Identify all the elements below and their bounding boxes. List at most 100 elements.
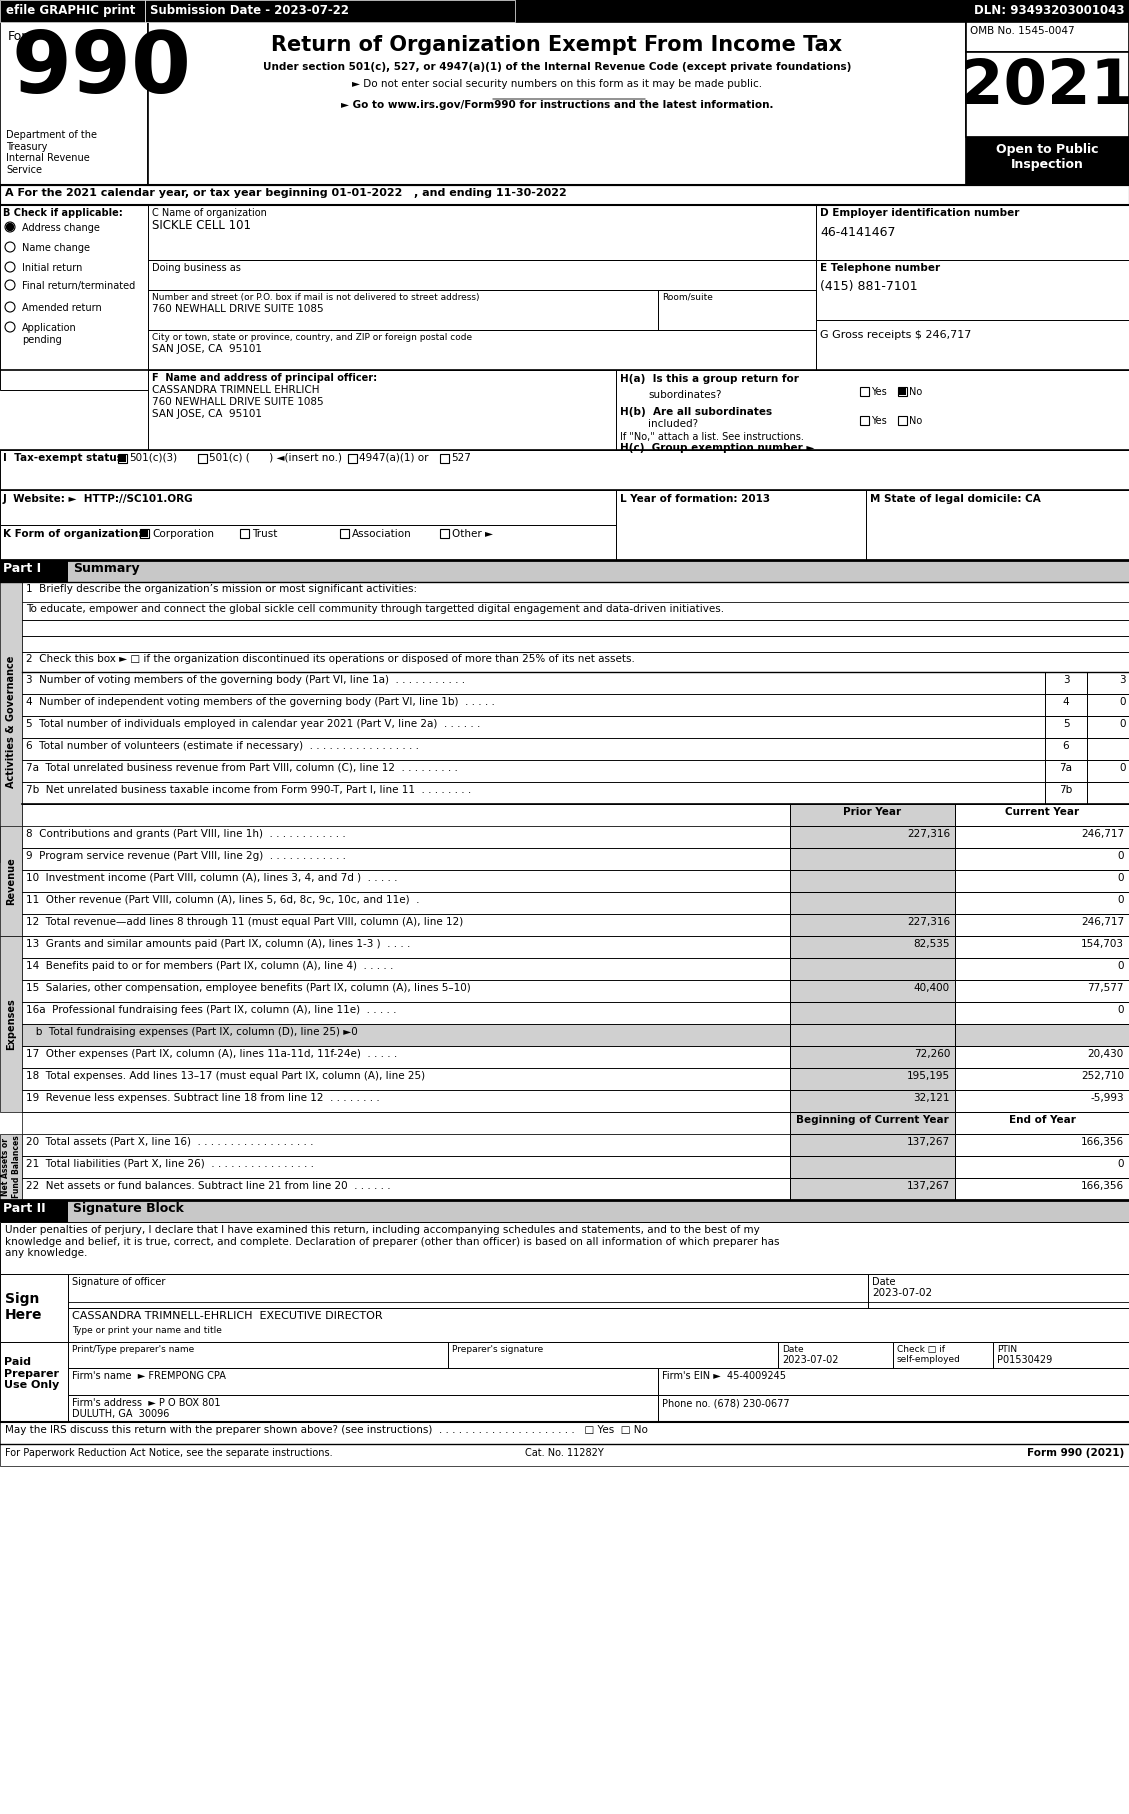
Bar bbox=[790, 1047, 955, 1068]
Text: G Gross receipts $ 246,717: G Gross receipts $ 246,717 bbox=[820, 330, 971, 339]
Text: 10  Investment income (Part VIII, column (A), lines 3, 4, and 7d )  . . . . .: 10 Investment income (Part VIII, column … bbox=[26, 873, 397, 883]
Text: 5  Total number of individuals employed in calendar year 2021 (Part V, line 2a) : 5 Total number of individuals employed i… bbox=[26, 718, 480, 729]
Text: CASSANDRA TRIMNELL EHRLICH: CASSANDRA TRIMNELL EHRLICH bbox=[152, 385, 320, 395]
Bar bbox=[790, 1023, 955, 1047]
Bar bbox=[1087, 782, 1129, 804]
Bar bbox=[68, 1395, 658, 1422]
Text: Under section 501(c), 527, or 4947(a)(1) of the Internal Revenue Code (except pr: Under section 501(c), 527, or 4947(a)(1)… bbox=[263, 62, 851, 73]
Text: Current Year: Current Year bbox=[1005, 807, 1079, 816]
Bar bbox=[955, 1177, 1129, 1201]
Bar bbox=[0, 1273, 68, 1342]
Bar bbox=[955, 1023, 1129, 1047]
Bar bbox=[0, 450, 1129, 490]
Bar bbox=[790, 1001, 955, 1023]
Bar bbox=[0, 1201, 68, 1223]
Text: Yes: Yes bbox=[870, 386, 886, 397]
Text: 14  Benefits paid to or for members (Part IX, column (A), line 4)  . . . . .: 14 Benefits paid to or for members (Part… bbox=[26, 961, 393, 970]
Text: 4: 4 bbox=[1062, 697, 1069, 707]
Bar bbox=[1045, 738, 1087, 760]
Bar bbox=[21, 1047, 790, 1068]
Text: 4947(a)(1) or: 4947(a)(1) or bbox=[359, 454, 429, 463]
Bar bbox=[616, 370, 1129, 450]
Text: OMB No. 1545-0047: OMB No. 1545-0047 bbox=[970, 25, 1075, 36]
Text: Other ►: Other ► bbox=[452, 530, 493, 539]
Text: Activities & Governance: Activities & Governance bbox=[6, 657, 16, 789]
Text: 527: 527 bbox=[450, 454, 471, 463]
Text: 501(c) (      ) ◄(insert no.): 501(c) ( ) ◄(insert no.) bbox=[209, 454, 342, 463]
Text: b  Total fundraising expenses (Part IX, column (D), line 25) ►0: b Total fundraising expenses (Part IX, c… bbox=[26, 1027, 358, 1038]
Text: 17  Other expenses (Part IX, column (A), lines 11a-11d, 11f-24e)  . . . . .: 17 Other expenses (Part IX, column (A), … bbox=[26, 1048, 397, 1059]
Bar bbox=[145, 0, 515, 22]
Text: 0: 0 bbox=[1120, 697, 1126, 707]
Text: 0: 0 bbox=[1118, 894, 1124, 905]
Text: 8  Contributions and grants (Part VIII, line 1h)  . . . . . . . . . . . .: 8 Contributions and grants (Part VIII, l… bbox=[26, 829, 345, 840]
Text: Firm's EIN ►  45-4009245: Firm's EIN ► 45-4009245 bbox=[662, 1371, 786, 1380]
Text: SAN JOSE, CA  95101: SAN JOSE, CA 95101 bbox=[152, 345, 262, 354]
Bar bbox=[0, 22, 148, 185]
Bar bbox=[955, 1134, 1129, 1156]
Text: subordinates?: subordinates? bbox=[648, 390, 721, 401]
Bar bbox=[1045, 695, 1087, 717]
Bar bbox=[21, 958, 790, 980]
Bar bbox=[866, 490, 1129, 561]
Bar bbox=[0, 0, 145, 22]
Bar bbox=[955, 825, 1129, 847]
Bar bbox=[816, 205, 1129, 259]
Bar bbox=[68, 1201, 1129, 1223]
Text: Submission Date - 2023-07-22: Submission Date - 2023-07-22 bbox=[150, 4, 349, 16]
Bar bbox=[21, 782, 1045, 804]
Text: H(b)  Are all subordinates: H(b) Are all subordinates bbox=[620, 406, 772, 417]
Text: 82,535: 82,535 bbox=[913, 940, 949, 949]
Text: Department of the
Treasury
Internal Revenue
Service: Department of the Treasury Internal Reve… bbox=[6, 131, 97, 174]
Text: 195,195: 195,195 bbox=[907, 1070, 949, 1081]
Bar bbox=[790, 936, 955, 958]
Text: Date: Date bbox=[872, 1277, 895, 1286]
Bar bbox=[1087, 760, 1129, 782]
Bar bbox=[0, 205, 148, 390]
Text: Final return/terminated: Final return/terminated bbox=[21, 281, 135, 290]
Text: 6  Total number of volunteers (estimate if necessary)  . . . . . . . . . . . . .: 6 Total number of volunteers (estimate i… bbox=[26, 740, 419, 751]
Bar bbox=[790, 1068, 955, 1090]
Text: Room/suite: Room/suite bbox=[662, 294, 712, 301]
Bar bbox=[790, 1090, 955, 1112]
Bar bbox=[658, 290, 816, 330]
Text: Cat. No. 11282Y: Cat. No. 11282Y bbox=[525, 1448, 603, 1458]
Bar bbox=[790, 825, 955, 847]
Text: 2023-07-02: 2023-07-02 bbox=[872, 1288, 933, 1299]
Bar bbox=[1045, 671, 1087, 695]
Bar bbox=[1045, 760, 1087, 782]
Text: J  Website: ►  HTTP://SC101.ORG: J Website: ► HTTP://SC101.ORG bbox=[3, 493, 194, 504]
Bar bbox=[790, 847, 955, 871]
Bar bbox=[21, 1112, 790, 1134]
Bar bbox=[868, 1273, 1129, 1308]
Text: 0: 0 bbox=[1120, 764, 1126, 773]
Text: C Name of organization: C Name of organization bbox=[152, 209, 266, 218]
Text: 15  Salaries, other compensation, employee benefits (Part IX, column (A), lines : 15 Salaries, other compensation, employe… bbox=[26, 983, 471, 992]
Text: 6: 6 bbox=[1062, 740, 1069, 751]
Bar bbox=[21, 1023, 790, 1047]
Bar bbox=[790, 892, 955, 914]
Text: 760 NEWHALL DRIVE SUITE 1085: 760 NEWHALL DRIVE SUITE 1085 bbox=[152, 397, 324, 406]
Bar bbox=[68, 561, 1129, 582]
Text: Part II: Part II bbox=[3, 1203, 45, 1215]
Text: included?: included? bbox=[648, 419, 698, 428]
Text: Address change: Address change bbox=[21, 223, 99, 232]
Text: Name change: Name change bbox=[21, 243, 90, 252]
Bar bbox=[21, 602, 1129, 620]
Bar bbox=[790, 958, 955, 980]
Text: 0: 0 bbox=[1118, 1005, 1124, 1016]
Bar bbox=[955, 1112, 1129, 1134]
Bar bbox=[21, 980, 790, 1001]
Text: Beginning of Current Year: Beginning of Current Year bbox=[796, 1116, 948, 1125]
Bar bbox=[21, 825, 790, 847]
Bar bbox=[198, 454, 207, 463]
Text: No: No bbox=[909, 386, 922, 397]
Text: 7a: 7a bbox=[1059, 764, 1073, 773]
Text: DULUTH, GA  30096: DULUTH, GA 30096 bbox=[72, 1409, 169, 1419]
Text: Form 990 (2021): Form 990 (2021) bbox=[1026, 1448, 1124, 1458]
Text: Summary: Summary bbox=[73, 562, 140, 575]
Bar bbox=[955, 936, 1129, 958]
Bar bbox=[340, 530, 349, 539]
Text: H(a)  Is this a group return for: H(a) Is this a group return for bbox=[620, 374, 799, 385]
Text: 7b  Net unrelated business taxable income from Form 990-T, Part I, line 11  . . : 7b Net unrelated business taxable income… bbox=[26, 785, 471, 795]
